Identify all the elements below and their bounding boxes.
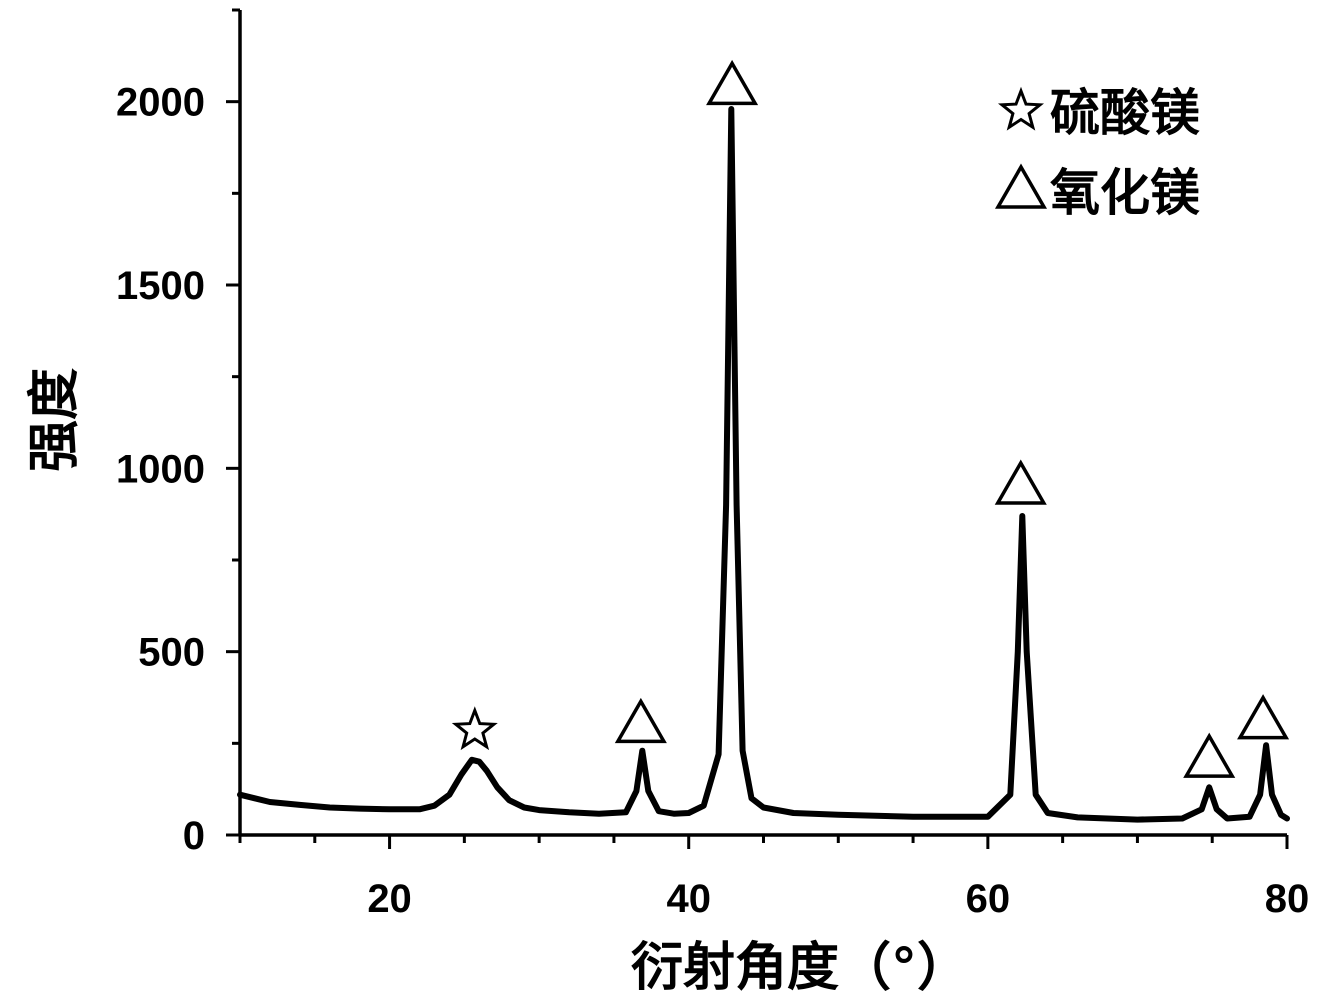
- peak-triangle-marker: [1240, 698, 1286, 738]
- y-tick-label: 0: [183, 814, 205, 858]
- peak-triangle-marker: [709, 63, 755, 103]
- x-axis-title: 衍射角度（°）: [631, 938, 969, 998]
- legend-star-marker: [1002, 91, 1040, 127]
- y-tick-label: 1500: [116, 264, 205, 308]
- legend-item-oxide: 氧化镁: [998, 164, 1200, 222]
- legend-label-sulfate: 硫酸镁: [1050, 84, 1200, 142]
- y-tick-label: 1000: [116, 447, 205, 491]
- x-tick-label: 40: [666, 877, 711, 921]
- y-axis-title: 强度: [25, 368, 85, 472]
- peak-triangle-marker: [1186, 736, 1232, 776]
- x-tick-label: 80: [1265, 877, 1310, 921]
- legend-item-sulfate: 硫酸镁: [1002, 84, 1200, 142]
- x-tick-label: 60: [966, 877, 1011, 921]
- y-tick-label: 500: [138, 631, 205, 675]
- peak-star-marker: [456, 711, 494, 747]
- peak-triangle-marker: [998, 463, 1044, 503]
- x-tick-label: 20: [367, 877, 412, 921]
- legend-label-oxide: 氧化镁: [1050, 164, 1200, 222]
- legend: 硫酸镁 氧化镁: [998, 84, 1200, 222]
- legend-triangle-marker: [998, 167, 1044, 207]
- peak-triangle-marker: [618, 701, 664, 741]
- y-tick-label: 2000: [116, 81, 205, 125]
